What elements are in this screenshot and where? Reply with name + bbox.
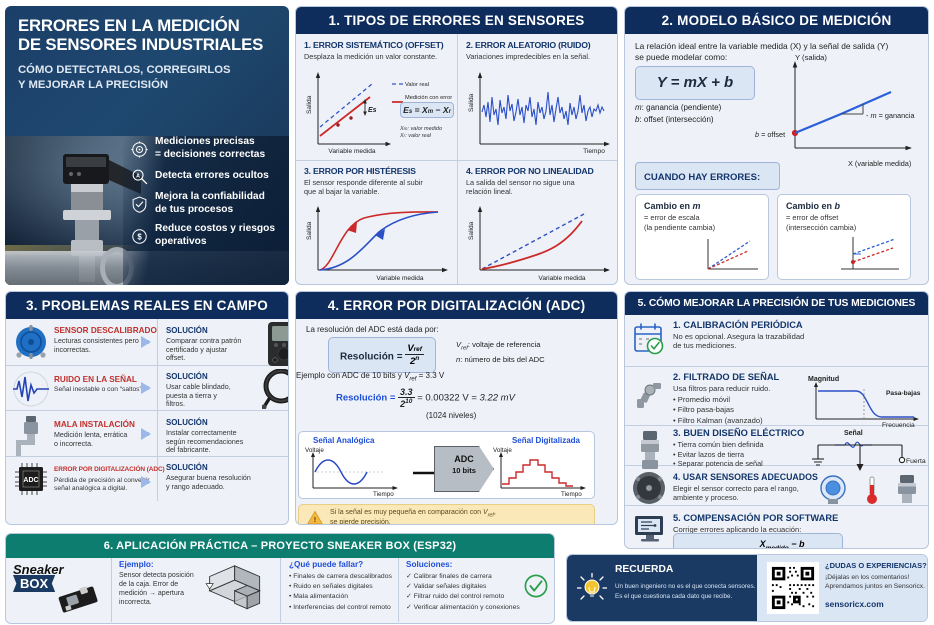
svg-text:Salida: Salida — [306, 95, 313, 114]
svg-text:Tiempo: Tiempo — [561, 491, 582, 498]
svg-text:Variable medida: Variable medida — [538, 275, 585, 282]
svg-text:Variable medida: Variable medida — [376, 275, 423, 282]
svg-text:Pasa-bajas: Pasa-bajas — [886, 390, 921, 397]
svg-text:ADC: ADC — [23, 477, 38, 484]
svg-text:Voltaje: Voltaje — [493, 447, 512, 454]
svg-text:A: A — [136, 174, 140, 180]
svg-text:Señal: Señal — [844, 430, 863, 437]
svg-text:Tiempo: Tiempo — [373, 491, 394, 498]
svg-text:Salida: Salida — [306, 221, 313, 240]
svg-text:Salida: Salida — [468, 221, 475, 240]
svg-text:Variable medida: Variable medida — [328, 148, 375, 155]
svg-text:- m = ganancia: - m = ganancia — [866, 111, 915, 120]
svg-text:Valor real: Valor real — [405, 82, 429, 88]
svg-text:Tiempo: Tiempo — [583, 148, 605, 155]
svg-text:!: ! — [314, 515, 316, 524]
svg-text:Salida: Salida — [468, 93, 475, 112]
svg-text:Fuerta: Fuerta — [906, 458, 926, 465]
svg-text:b = offset: b = offset — [755, 130, 785, 139]
svg-text:Magnitud: Magnitud — [808, 376, 839, 383]
svg-text:Medición con error: Medición con error — [405, 95, 452, 101]
svg-text:Y (salida): Y (salida) — [795, 53, 827, 62]
svg-text:Voltaje: Voltaje — [305, 447, 324, 454]
svg-text:Es: Es — [368, 107, 377, 114]
svg-text:X (variable medida): X (variable medida) — [848, 159, 911, 168]
svg-text:$: $ — [137, 232, 142, 241]
